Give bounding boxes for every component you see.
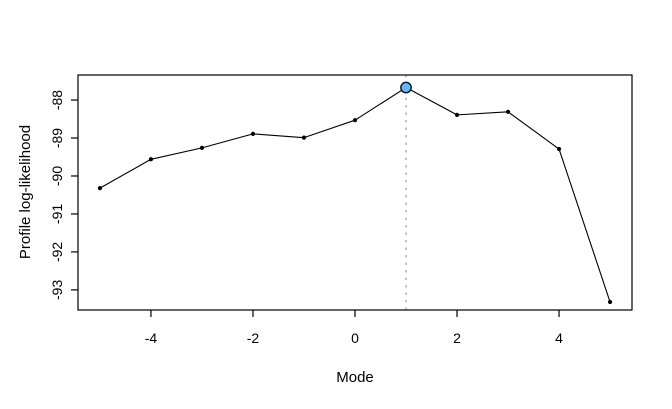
y-axis-title: Profile log-likelihood: [17, 125, 34, 259]
data-point: [352, 118, 358, 123]
data-point: [97, 186, 103, 191]
x-axis-tick-label: 0: [351, 330, 359, 346]
peak-marker: [400, 81, 412, 94]
data-point: [607, 299, 613, 305]
y-axis-tick-label: -89: [49, 128, 65, 148]
x-axis-tick-label: 4: [555, 330, 563, 346]
x-axis-tick-label: -4: [145, 330, 158, 346]
data-point: [505, 109, 511, 114]
y-axis-tick-label: -93: [49, 280, 65, 300]
x-axis-title: Mode: [336, 369, 374, 386]
plot-frame: [77, 74, 633, 311]
x-axis-tick-label: 2: [453, 330, 461, 346]
data-point: [250, 131, 256, 136]
x-axis-tick-label: -2: [247, 330, 260, 346]
y-axis-tick-label: -90: [49, 166, 65, 186]
data-point: [148, 157, 154, 162]
y-axis-tick-label: -92: [49, 242, 65, 262]
y-axis-tick-label: -91: [49, 204, 65, 224]
data-point: [301, 135, 307, 140]
plot-dynamic-layer: -4 -2 0 2 4 -88 -89 -90 -91 -92 -93: [49, 74, 633, 346]
data-point: [454, 112, 460, 117]
data-point: [556, 146, 562, 152]
y-axis-tick-label: -88: [49, 90, 65, 110]
data-point: [199, 145, 205, 150]
